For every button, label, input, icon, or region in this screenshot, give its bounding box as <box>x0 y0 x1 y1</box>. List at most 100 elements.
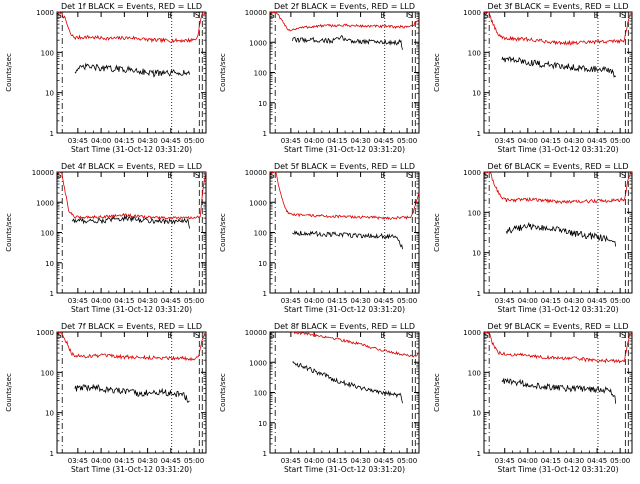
marker-label: S <box>484 331 489 340</box>
y-axis-label: Counts/sec <box>5 53 13 92</box>
y-tick-label: 100 <box>41 49 54 57</box>
y-axis-label: Counts/sec <box>5 373 13 412</box>
events-series-line <box>74 62 190 78</box>
x-axis-label: Start Time (31-Oct-12 03:31:20) <box>71 145 192 154</box>
chart-panel-5: Det 5f BLACK = Events, RED = LLD 1 10 100 10… <box>219 162 420 314</box>
x-tick-label: 04:15 <box>327 297 347 305</box>
plot-frame <box>56 11 207 134</box>
x-tick-label: 04:00 <box>304 297 324 305</box>
y-tick-label: 10 <box>45 410 54 418</box>
marker-label: E <box>167 331 172 340</box>
y-tick-label: 10 <box>258 260 267 268</box>
events-series-line <box>71 214 190 229</box>
x-tick-label: 03:45 <box>281 457 301 465</box>
lld-series-line <box>269 11 420 32</box>
events-series-line <box>505 221 617 247</box>
marker-label: S <box>270 11 275 20</box>
marker-label: S <box>195 331 200 340</box>
y-axis-label: Counts/sec <box>219 213 227 252</box>
marker-label: E <box>380 11 385 20</box>
y-tick-label: 10000 <box>245 9 267 17</box>
y-tick-label: 100 <box>254 390 267 398</box>
x-axis-label: Start Time (31-Oct-12 03:31:20) <box>284 145 405 154</box>
x-tick-label: 04:15 <box>114 137 134 145</box>
x-tick-label: 04:45 <box>587 137 607 145</box>
x-tick-label: 04:45 <box>587 297 607 305</box>
x-tick-label: 04:00 <box>518 137 538 145</box>
x-axis-label: Start Time (31-Oct-12 03:31:20) <box>284 465 405 474</box>
x-tick-label: 04:00 <box>304 137 324 145</box>
y-tick-label: 1000 <box>249 359 267 367</box>
x-tick-label: 05:00 <box>610 137 630 145</box>
x-tick-label: 04:45 <box>374 297 394 305</box>
y-axis-label: Counts/sec <box>219 53 227 92</box>
y-tick-label: 10 <box>258 100 267 108</box>
marker-label: S <box>621 331 626 340</box>
y-tick-label: 1000 <box>463 169 481 177</box>
events-series-line <box>292 361 403 404</box>
x-tick-label: 03:45 <box>68 457 88 465</box>
marker-label: E <box>594 11 599 20</box>
marker-label: E <box>594 171 599 180</box>
chart-panel-7: Det 7f BLACK = Events, RED = LLD 1 10 100 10… <box>5 322 207 474</box>
y-tick-label: 10 <box>472 250 481 258</box>
lld-series-line <box>56 171 207 220</box>
x-tick-label: 04:45 <box>161 457 181 465</box>
marker-label: S <box>57 331 62 340</box>
x-tick-label: 04:30 <box>350 137 370 145</box>
chart-title: Det 3f BLACK = Events, RED = LLD <box>487 2 628 11</box>
x-tick-label: 05:00 <box>610 297 630 305</box>
y-tick-label: 10000 <box>245 169 267 177</box>
y-tick-label: 10 <box>472 410 481 418</box>
plot-frame <box>269 331 420 454</box>
chart-title: Det 7f BLACK = Events, RED = LLD <box>61 322 202 331</box>
marker-label: S <box>57 11 62 20</box>
y-axis-label: Counts/sec <box>433 213 441 252</box>
marker-label: S <box>408 331 413 340</box>
chart-panel-6: Det 6f BLACK = Events, RED = LLD 1 10 100 10… <box>433 162 633 314</box>
x-tick-label: 04:30 <box>350 297 370 305</box>
x-tick-label: 04:45 <box>374 457 394 465</box>
x-tick-label: 04:15 <box>114 457 134 465</box>
y-tick-label: 1 <box>50 450 54 458</box>
x-tick-label: 05:00 <box>184 457 204 465</box>
x-tick-label: 04:00 <box>518 297 538 305</box>
x-tick-label: 04:45 <box>161 297 181 305</box>
lld-series-line <box>483 11 633 46</box>
y-tick-label: 1000 <box>463 329 481 337</box>
marker-label: S <box>270 331 275 340</box>
chart-title: Det 8f BLACK = Events, RED = LLD <box>274 322 415 331</box>
events-series-line <box>292 35 403 50</box>
x-tick-label: 04:30 <box>564 457 584 465</box>
x-tick-label: 04:30 <box>137 297 157 305</box>
marker-label: S <box>57 171 62 180</box>
x-axis-label: Start Time (31-Oct-12 03:31:20) <box>497 305 618 314</box>
x-tick-label: 04:15 <box>114 297 134 305</box>
x-tick-label: 03:45 <box>495 137 515 145</box>
x-axis-label: Start Time (31-Oct-12 03:31:20) <box>497 465 618 474</box>
x-tick-label: 04:15 <box>541 457 561 465</box>
x-tick-label: 04:00 <box>304 457 324 465</box>
plot-frame <box>56 171 207 294</box>
x-tick-label: 04:00 <box>91 297 111 305</box>
chart-title: Det 2f BLACK = Events, RED = LLD <box>274 2 415 11</box>
y-tick-label: 1000 <box>249 39 267 47</box>
marker-label: S <box>195 171 200 180</box>
y-tick-label: 1 <box>263 130 267 138</box>
x-axis-label: Start Time (31-Oct-12 03:31:20) <box>71 305 192 314</box>
y-tick-label: 10000 <box>245 329 267 337</box>
chart-title: Det 6f BLACK = Events, RED = LLD <box>487 162 628 171</box>
x-tick-label: 03:45 <box>281 297 301 305</box>
chart-panel-3: Det 3f BLACK = Events, RED = LLD 1 10 100 10… <box>433 2 633 154</box>
x-axis-label: Start Time (31-Oct-12 03:31:20) <box>284 305 405 314</box>
x-axis-label: Start Time (31-Oct-12 03:31:20) <box>497 145 618 154</box>
marker-label: S <box>621 171 626 180</box>
x-tick-label: 04:45 <box>374 137 394 145</box>
x-tick-label: 04:00 <box>91 457 111 465</box>
x-tick-label: 04:30 <box>564 137 584 145</box>
x-tick-label: 04:15 <box>327 457 347 465</box>
y-tick-label: 1 <box>50 290 54 298</box>
y-tick-label: 100 <box>468 49 481 57</box>
